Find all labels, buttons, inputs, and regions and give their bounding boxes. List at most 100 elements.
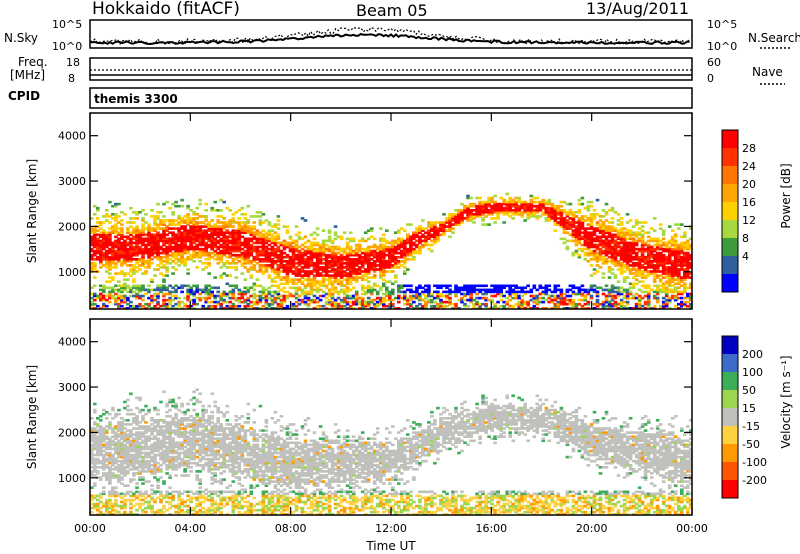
heatmap-cell: [478, 204, 482, 208]
heatmap-cell: [339, 288, 344, 292]
heatmap-cell: [297, 298, 302, 302]
heatmap-cell: [168, 302, 172, 306]
heatmap-cell: [234, 211, 239, 214]
heatmap-cell: [117, 476, 121, 479]
heatmap-cell: [201, 288, 205, 292]
heatmap-cell: [339, 274, 344, 277]
heatmap-cell: [499, 204, 503, 208]
heatmap-cell: [601, 233, 606, 237]
heatmap-cell: [123, 239, 127, 243]
heatmap-cell: [409, 245, 413, 249]
heatmap-cell: [141, 241, 145, 245]
heatmap-cell: [237, 229, 242, 232]
heatmap-cell: [117, 255, 121, 259]
heatmap-cell: [448, 300, 452, 304]
heatmap-cell: [135, 284, 139, 288]
heatmap-cell: [369, 300, 374, 304]
heatmap-cell: [90, 241, 94, 245]
heatmap-cell: [547, 200, 552, 204]
heatmap-cell: [114, 231, 118, 234]
heatmap-cell: [689, 292, 693, 296]
heatmap-cell: [120, 219, 124, 222]
heatmap-cell: [114, 262, 118, 265]
heatmap-cell: [366, 249, 371, 253]
heatmap-cell: [661, 284, 666, 288]
heatmap-cell: [141, 231, 145, 234]
heatmap-cell: [108, 451, 112, 455]
heatmap-cell: [646, 274, 651, 277]
heatmap-cell: [231, 292, 236, 296]
heatmap-cell: [508, 204, 512, 208]
heatmap-cell: [93, 253, 97, 257]
heatmap-cell: [601, 221, 606, 224]
heatmap-cell: [237, 217, 242, 220]
heatmap-cell: [168, 231, 172, 234]
heatmap-cell: [622, 255, 627, 259]
heatmap-cell: [201, 262, 205, 265]
heatmap-cell: [382, 302, 386, 306]
heatmap-cell: [222, 245, 226, 249]
heatmap-cell: [475, 302, 479, 306]
heatmap-cell: [240, 253, 245, 257]
heatmap-cell: [333, 274, 338, 277]
heatmap-cell: [667, 262, 672, 265]
heatmap-cell: [472, 288, 476, 292]
heatmap-cell: [207, 264, 211, 267]
heatmap-cell: [400, 284, 404, 288]
heatmap-cell: [153, 274, 157, 277]
heatmap-cell: [598, 251, 603, 255]
heatmap-cell: [156, 235, 160, 239]
heatmap-cell: [189, 239, 193, 243]
heatmap-cell: [379, 300, 383, 304]
heatmap-cell: [90, 496, 94, 500]
heatmap-cell: [508, 196, 512, 200]
heatmap-cell: [165, 200, 169, 204]
heatmap-cell: [108, 459, 112, 463]
heatmap-cell: [424, 294, 428, 298]
heatmap-cell: [114, 227, 118, 230]
heatmap-cell: [105, 431, 109, 434]
heatmap-cell: [159, 247, 163, 251]
heatmap-cell: [661, 247, 666, 251]
heatmap-cell: [433, 241, 437, 245]
heatmap-cell: [436, 290, 440, 294]
heatmap-cell: [661, 237, 666, 241]
heatmap-cell: [646, 264, 651, 267]
heatmap-cell: [351, 239, 356, 243]
heatmap-cell: [255, 258, 260, 261]
heatmap-cell: [487, 198, 491, 202]
heatmap-cell: [469, 300, 473, 304]
heatmap-cell: [556, 221, 561, 224]
heatmap-cell: [105, 472, 109, 475]
heatmap-cell: [105, 478, 109, 481]
heatmap-cell: [294, 288, 299, 292]
heatmap-cell: [592, 209, 597, 212]
heatmap-cell: [300, 262, 305, 265]
heatmap-cell: [490, 290, 494, 294]
heatmap-cell: [129, 255, 133, 259]
heatmap-cell: [661, 268, 666, 271]
heatmap-cell: [454, 215, 458, 218]
heatmap-cell: [213, 258, 217, 261]
heatmap-cell: [327, 255, 332, 259]
heatmap-cell: [165, 302, 169, 306]
heatmap-cell: [93, 292, 97, 296]
heatmap-cell: [475, 284, 479, 288]
heatmap-cell: [177, 300, 181, 304]
heatmap-cell: [282, 290, 287, 294]
heatmap-cell: [345, 260, 350, 263]
heatmap-cell: [141, 284, 145, 288]
heatmap-cell: [291, 245, 296, 249]
heatmap-cell: [538, 284, 543, 288]
heatmap-cell: [339, 270, 344, 273]
heatmap-cell: [225, 282, 230, 286]
heatmap-cell: [288, 294, 293, 298]
heatmap-cell: [345, 241, 350, 245]
heatmap-cell: [604, 304, 609, 308]
heatmap-cell: [643, 247, 648, 251]
heatmap-cell: [165, 241, 169, 245]
heatmap-cell: [309, 251, 314, 255]
heatmap-cell: [111, 474, 115, 477]
heatmap-cell: [360, 296, 365, 300]
heatmap-cell: [610, 255, 615, 259]
